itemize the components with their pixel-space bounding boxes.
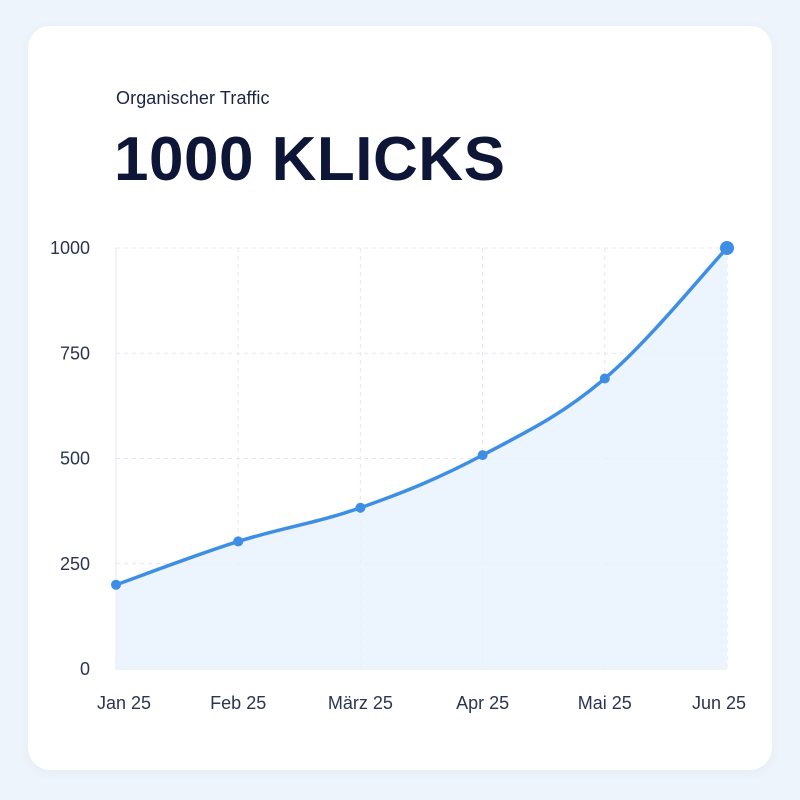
chart-headline: 1000 KLICKS [114,125,506,194]
series-area [116,248,727,669]
x-tick-label: März 25 [328,693,393,713]
y-tick-label: 250 [60,554,90,574]
series-line-layer [114,246,729,587]
data-point[interactable] [477,450,488,461]
data-point[interactable] [720,241,734,255]
x-tick-label: Mai 25 [578,693,632,713]
data-point[interactable] [599,373,610,384]
series-line [114,246,729,587]
x-tick-label: Jan 25 [97,693,151,713]
data-point[interactable] [111,579,121,590]
x-tick-label: Jun 25 [692,693,746,713]
data-points [111,241,734,590]
x-tick-label: Apr 25 [456,693,509,713]
area-fill-layer [116,248,727,669]
data-point[interactable] [355,502,366,513]
y-tick-label: 500 [60,449,90,469]
y-tick-label: 0 [80,659,90,679]
y-tick-label: 750 [60,343,90,363]
chart-subtitle: Organischer Traffic [116,88,270,108]
y-axis-tick-labels: 0 250 500 750 1000 [50,238,90,679]
y-tick-label: 1000 [50,238,90,258]
x-tick-label: Feb 25 [210,693,266,713]
x-axis-tick-labels: Jan 25 Feb 25 März 25 Apr 25 Mai 25 Jun 25 [97,693,746,713]
data-point[interactable] [233,536,244,547]
